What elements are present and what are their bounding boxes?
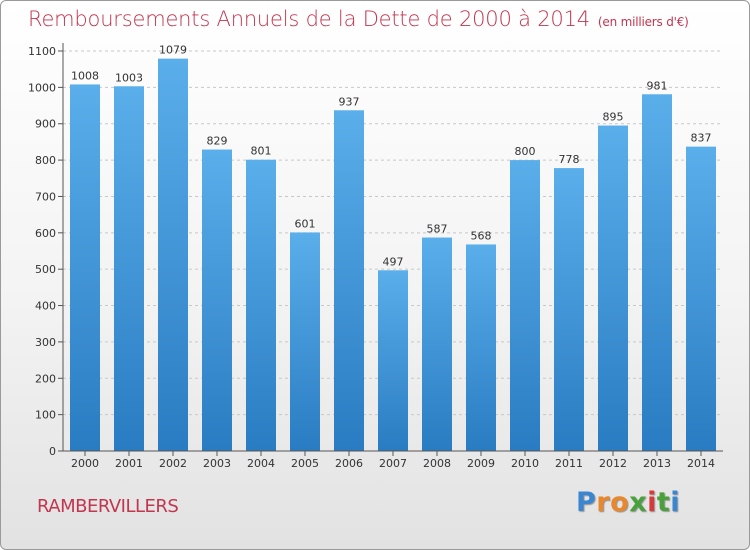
y-tick-label: 200: [35, 372, 56, 385]
value-label-2007: 497: [383, 255, 404, 268]
x-tick-label-2012: 2012: [599, 457, 627, 470]
y-tick-label: 700: [35, 190, 56, 203]
bar-2007: [378, 270, 408, 451]
logo-letter: r: [596, 487, 611, 518]
y-tick-label: 1100: [28, 45, 56, 58]
x-tick-label-2014: 2014: [687, 457, 715, 470]
value-label-2006: 937: [339, 95, 360, 108]
bar-2010: [510, 160, 540, 451]
x-tick-label-2000: 2000: [71, 457, 99, 470]
bar-2011: [554, 168, 584, 451]
value-label-2011: 778: [559, 153, 580, 166]
logo-letter: o: [610, 487, 630, 518]
y-tick-label: 300: [35, 336, 56, 349]
logo-letter: i: [670, 487, 681, 518]
chart-subtitle: (en milliers d'€): [597, 15, 689, 29]
proxiti-logo: Proxiti: [576, 487, 680, 518]
value-label-2013: 981: [647, 79, 668, 92]
x-tick-label-2010: 2010: [511, 457, 539, 470]
x-tick-label-2011: 2011: [555, 457, 583, 470]
logo-letter: i: [647, 487, 657, 518]
x-tick-label-2008: 2008: [423, 457, 451, 470]
x-tick-label-2003: 2003: [203, 457, 231, 470]
value-label-2005: 601: [295, 217, 316, 230]
bar-2002: [158, 58, 188, 452]
value-label-2014: 837: [691, 132, 712, 145]
bar-2009: [466, 244, 496, 451]
x-tick-label-2006: 2006: [335, 457, 363, 470]
y-tick-label: 600: [35, 227, 56, 240]
bar-2013: [642, 94, 672, 451]
y-tick-label: 1000: [28, 81, 56, 94]
value-label-2002: 1079: [159, 44, 187, 57]
bar-2003: [202, 149, 232, 451]
x-tick-label-2005: 2005: [291, 457, 319, 470]
x-tick-label-2013: 2013: [643, 457, 671, 470]
y-tick-label: 800: [35, 154, 56, 167]
value-label-2010: 800: [515, 145, 536, 158]
title-text: Remboursements Annuels de la Dette de 20…: [28, 7, 590, 31]
bar-2012: [598, 125, 628, 451]
value-label-2009: 568: [471, 229, 492, 242]
y-tick-label: 900: [35, 118, 56, 131]
bar-2004: [246, 159, 276, 451]
bars: 1008 1003 1079 829 801 601 937 497 587 568 800 778 8…: [70, 44, 716, 452]
y-tick-label: 100: [35, 409, 56, 422]
x-tick-label-2001: 2001: [115, 457, 143, 470]
logo-letter: t: [656, 487, 671, 518]
value-label-2000: 1008: [71, 69, 99, 82]
value-label-2003: 829: [207, 135, 228, 148]
chart-title: Remboursements Annuels de la Dette de 20…: [28, 7, 689, 31]
bar-2000: [70, 84, 100, 452]
bar-2006: [334, 110, 364, 451]
bar-2005: [290, 232, 320, 451]
bar-2008: [422, 237, 452, 451]
axes: 0 100 200 300 400 500 600 700 800 900 1000 1100 2000…: [28, 43, 723, 470]
x-tick-label-2007: 2007: [379, 457, 407, 470]
logo-letter: x: [629, 487, 648, 518]
x-tick-label-2002: 2002: [159, 457, 187, 470]
bar-2001: [114, 86, 144, 451]
value-label-2012: 895: [603, 111, 624, 124]
value-label-2004: 801: [251, 145, 272, 158]
y-tick-label: 500: [35, 263, 56, 276]
y-tick-label: 0: [49, 445, 56, 458]
bar-2014: [686, 146, 716, 452]
x-tick-label-2004: 2004: [247, 457, 275, 470]
value-label-2008: 587: [427, 223, 448, 236]
value-label-2001: 1003: [115, 71, 143, 84]
city-name: RAMBERVILLERS: [37, 496, 179, 517]
y-tick-label: 400: [35, 300, 56, 313]
x-tick-label-2009: 2009: [467, 457, 495, 470]
logo-letter: P: [576, 487, 597, 518]
